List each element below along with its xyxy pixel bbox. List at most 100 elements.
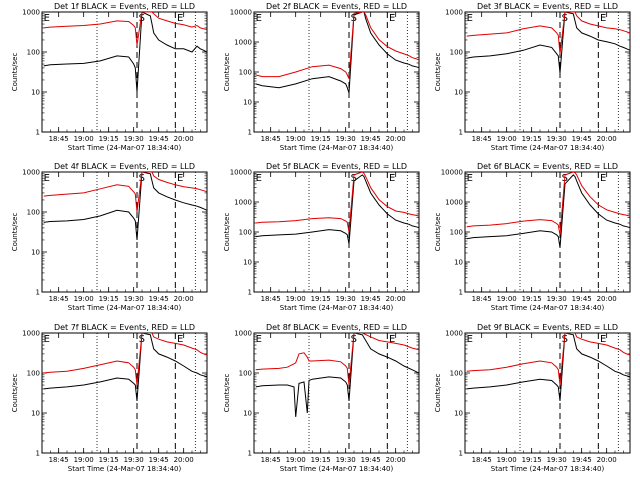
plot-frame xyxy=(253,171,420,293)
y-tick-label: 10 xyxy=(454,259,463,267)
x-tick-label: 19:45 xyxy=(149,135,169,143)
series-events-line xyxy=(255,12,419,94)
x-tick-label: 19:30 xyxy=(547,295,567,303)
y-tick-label: 100 xyxy=(239,69,252,77)
x-tick-label: 19:30 xyxy=(124,295,144,303)
plot-frame xyxy=(464,11,631,133)
x-tick-label: 20:00 xyxy=(174,295,194,303)
panel-title: Det 6f BLACK = Events, RED = LLD xyxy=(477,162,618,171)
x-tick-label: 20:00 xyxy=(386,135,406,143)
x-tick-label: 19:15 xyxy=(311,456,331,464)
event-marker-e: E xyxy=(389,13,395,24)
event-marker-e: E xyxy=(467,334,473,345)
y-tick-label: 1000 xyxy=(445,199,463,207)
plot-frame xyxy=(41,171,208,293)
x-tick-label: 18:45 xyxy=(49,456,69,464)
x-tick-label: 19:15 xyxy=(522,456,542,464)
series-lld-line xyxy=(255,333,419,386)
panel-det-3: Det 3f BLACK = Events, RED = LLD 1 10 100 10… xyxy=(434,2,631,152)
event-marker-e: E xyxy=(44,334,50,345)
series-lld-line xyxy=(255,12,419,79)
x-tick-label: 19:45 xyxy=(572,135,592,143)
x-tick-label: 19:45 xyxy=(361,135,381,143)
panel-title: Det 9f BLACK = Events, RED = LLD xyxy=(477,323,618,332)
panel-det-1: Det 1f BLACK = Events, RED = LLD 1 10 100 10… xyxy=(11,2,208,152)
x-axis-label: Start Time (24-Mar-07 18:34:40) xyxy=(68,144,182,152)
event-marker-e: E xyxy=(177,173,183,184)
panel-det-8: Det 8f BLACK = Events, RED = LLD 1 10 100 10… xyxy=(223,323,420,473)
panel-title: Det 3f BLACK = Events, RED = LLD xyxy=(477,2,618,11)
series-events-line xyxy=(466,174,630,248)
y-tick-label: 1000 xyxy=(234,39,252,47)
event-marker-e: E xyxy=(389,173,395,184)
x-axis-label: Start Time (24-Mar-07 18:34:40) xyxy=(280,304,394,312)
panel-title: Det 7f BLACK = Events, RED = LLD xyxy=(54,323,195,332)
x-tick-label: 19:00 xyxy=(286,135,306,143)
event-marker-e: E xyxy=(600,13,606,24)
x-tick-label: 19:00 xyxy=(74,456,94,464)
x-tick-label: 20:00 xyxy=(386,456,406,464)
x-tick-label: 20:00 xyxy=(597,456,617,464)
x-tick-label: 19:45 xyxy=(149,456,169,464)
y-tick-label: 1 xyxy=(36,450,40,458)
x-tick-label: 19:45 xyxy=(572,295,592,303)
x-tick-label: 18:45 xyxy=(49,135,69,143)
x-tick-label: 19:00 xyxy=(497,456,517,464)
x-tick-label: 19:00 xyxy=(286,456,306,464)
plot-frame xyxy=(464,332,631,454)
event-marker-e: E xyxy=(177,334,183,345)
y-tick-label: 1 xyxy=(36,129,40,137)
x-tick-label: 20:00 xyxy=(174,135,194,143)
y-tick-label: 100 xyxy=(239,370,252,378)
x-axis-label: Start Time (24-Mar-07 18:34:40) xyxy=(491,465,605,473)
x-tick-label: 19:00 xyxy=(74,135,94,143)
x-tick-label: 19:15 xyxy=(522,295,542,303)
panel-title: Det 5f BLACK = Events, RED = LLD xyxy=(266,162,407,171)
panel-title: Det 1f BLACK = Events, RED = LLD xyxy=(54,2,195,11)
y-axis-label: Counts/sec xyxy=(434,53,442,92)
y-tick-label: 1000 xyxy=(22,330,40,338)
event-marker-e: E xyxy=(600,334,606,345)
panel-det-4: Det 4f BLACK = Events, RED = LLD 1 10 100 10… xyxy=(11,162,208,312)
y-tick-label: 10 xyxy=(243,410,252,418)
x-axis-label: Start Time (24-Mar-07 18:34:40) xyxy=(68,304,182,312)
x-tick-label: 19:30 xyxy=(124,456,144,464)
x-tick-label: 19:30 xyxy=(336,135,356,143)
x-tick-label: 18:45 xyxy=(472,135,492,143)
y-tick-label: 1 xyxy=(248,289,252,297)
y-tick-label: 100 xyxy=(27,49,40,57)
event-marker-e: E xyxy=(256,13,262,24)
y-tick-label: 1000 xyxy=(22,9,40,17)
x-axis-label: Start Time (24-Mar-07 18:34:40) xyxy=(491,304,605,312)
y-tick-label: 100 xyxy=(450,229,463,237)
y-tick-label: 1 xyxy=(459,450,463,458)
y-tick-label: 10 xyxy=(31,249,40,257)
y-tick-label: 1 xyxy=(459,129,463,137)
event-marker-e: E xyxy=(256,334,262,345)
y-axis-label: Counts/sec xyxy=(223,374,231,413)
x-tick-label: 18:45 xyxy=(472,295,492,303)
event-marker-e: E xyxy=(600,173,606,184)
y-tick-label: 100 xyxy=(27,209,40,217)
y-axis-label: Counts/sec xyxy=(11,374,19,413)
y-axis-label: Counts/sec xyxy=(434,374,442,413)
x-tick-label: 19:00 xyxy=(497,135,517,143)
x-tick-label: 19:45 xyxy=(572,456,592,464)
y-tick-label: 10000 xyxy=(230,9,252,17)
x-axis-label: Start Time (24-Mar-07 18:34:40) xyxy=(68,465,182,473)
panel-title: Det 8f BLACK = Events, RED = LLD xyxy=(266,323,407,332)
y-tick-label: 10 xyxy=(454,410,463,418)
plot-frame xyxy=(41,11,208,133)
x-tick-label: 19:45 xyxy=(361,456,381,464)
x-tick-label: 19:00 xyxy=(74,295,94,303)
panel-det-2: Det 2f BLACK = Events, RED = LLD 1 10 100 10… xyxy=(223,2,420,152)
event-marker-e: E xyxy=(467,13,473,24)
y-tick-label: 100 xyxy=(27,370,40,378)
series-lld-line xyxy=(43,172,207,213)
y-tick-label: 1000 xyxy=(234,330,252,338)
y-tick-label: 1 xyxy=(248,450,252,458)
series-lld-line xyxy=(43,333,207,386)
series-lld-line xyxy=(466,333,630,386)
x-tick-label: 19:15 xyxy=(99,456,119,464)
